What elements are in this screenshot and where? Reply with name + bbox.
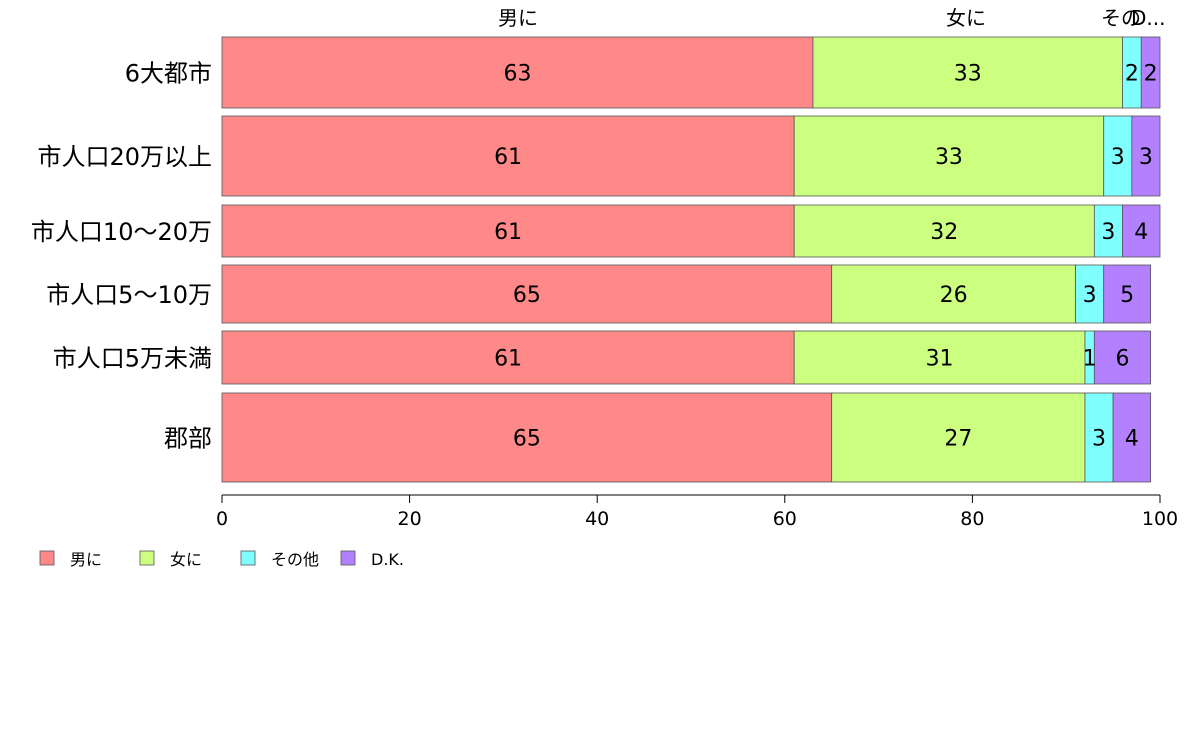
bar-segment (1103, 115, 1133, 197)
category-label: 市人口5〜10万 (46, 281, 212, 309)
x-tick-label: 20 (398, 508, 422, 530)
bar-value-label: 61 (494, 347, 522, 372)
bar-value-label: 31 (926, 347, 954, 372)
x-tick-label: 80 (960, 508, 984, 530)
series-top-label: D... (1131, 6, 1165, 30)
bar-value-label: 26 (940, 283, 968, 308)
category-label: 市人口10〜20万 (31, 218, 212, 246)
bar-value-label: 61 (494, 220, 522, 245)
bar-segment (1103, 264, 1152, 324)
series-top-label: 男に (498, 6, 538, 30)
bar-value-label: 6 (1115, 347, 1129, 372)
bar-labels-group: 63 33 2 261 33 3 361 32 3 465 26 3 561 31 1 665 27 3 4 (494, 62, 1158, 452)
bar-value-label: 2 (1125, 62, 1139, 87)
legend-swatch (240, 550, 256, 566)
x-tick-label: 100 (1142, 508, 1178, 530)
bar-segment (1112, 392, 1152, 483)
bar-value-label: 2 (1144, 62, 1158, 87)
bar-segment (1093, 330, 1152, 385)
legend-label: 女に (170, 550, 202, 569)
bar-value-label: 65 (513, 283, 541, 308)
bar-segment (221, 36, 814, 109)
bar-value-label: 33 (935, 145, 963, 170)
bar-segment (221, 115, 795, 197)
bar-segment (1093, 204, 1123, 258)
bar-value-label: 61 (494, 145, 522, 170)
bar-segment (812, 36, 1123, 109)
series-top-label: その (1101, 6, 1141, 30)
x-axis: 0 20 40 60 80 100 (216, 494, 1178, 530)
bar-segment (1122, 204, 1161, 258)
bar-segment (831, 392, 1086, 483)
legend-label: その他 (271, 550, 319, 569)
bar-segment (793, 204, 1095, 258)
bar-value-label: 3 (1111, 145, 1125, 170)
bar-value-label: 1 (1083, 347, 1097, 372)
category-label: 郡部 (164, 425, 212, 453)
bar-segment (221, 392, 833, 483)
category-label: 6大都市 (125, 60, 212, 88)
x-tick-label: 0 (216, 508, 228, 530)
bar-segment (1075, 264, 1105, 324)
bar-value-label: 32 (930, 220, 958, 245)
bar-segment (1140, 36, 1161, 109)
bar-value-label: 3 (1101, 220, 1115, 245)
bar-value-label: 65 (513, 427, 541, 452)
category-label: 市人口5万未満 (53, 345, 212, 373)
bar-value-label: 4 (1125, 427, 1139, 452)
x-tick-label: 60 (773, 508, 797, 530)
series-top-label: 女に (946, 6, 986, 30)
legend-label: D.K. (371, 550, 404, 569)
bar-value-label: 3 (1083, 283, 1097, 308)
category-label: 市人口20万以上 (37, 143, 212, 171)
bar-segment (221, 204, 795, 258)
bar-segment (221, 264, 833, 324)
bar-value-label: 3 (1092, 427, 1106, 452)
bar-value-label: 33 (954, 62, 982, 87)
bar-segment (793, 115, 1105, 197)
bars-group (221, 36, 1161, 483)
bar-value-label: 27 (944, 427, 972, 452)
legend-label: 男に (70, 550, 102, 569)
bar-value-label: 5 (1120, 283, 1134, 308)
bar-segment (831, 264, 1076, 324)
legend: 男に 女に その他 D.K. (39, 550, 404, 569)
bar-segment (1131, 115, 1161, 197)
bar-value-label: 4 (1134, 220, 1148, 245)
bar-value-label: 63 (503, 62, 531, 87)
x-tick-label: 40 (585, 508, 609, 530)
legend-swatch (39, 550, 55, 566)
series-top-labels-group: 男に 女に そのD... (498, 6, 1165, 30)
legend-swatch (340, 550, 356, 566)
legend-swatch (139, 550, 155, 566)
bar-value-label: 3 (1139, 145, 1153, 170)
